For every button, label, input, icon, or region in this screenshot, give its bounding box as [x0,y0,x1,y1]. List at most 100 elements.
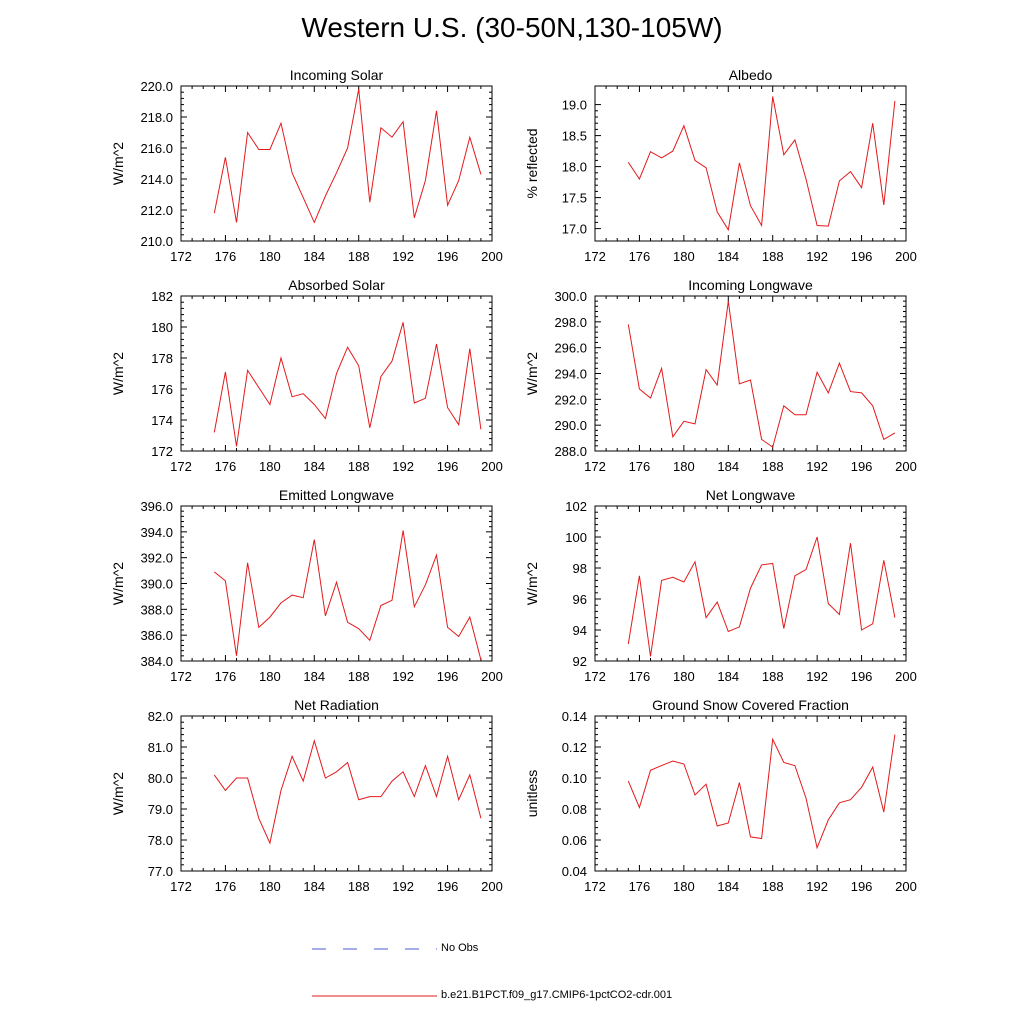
y-tick-label: 0.06 [562,833,587,848]
y-tick-label: 178 [151,351,173,366]
x-tick-label: 176 [215,459,237,474]
x-tick-label: 188 [348,669,370,684]
y-axis-label: W/m^2 [524,352,540,395]
plot-frame [594,85,907,242]
panel-title: Incoming Longwave [688,277,813,293]
y-tick-label: 81.0 [148,740,173,755]
x-tick-label: 184 [303,249,325,264]
x-tick-label: 200 [481,879,503,894]
y-tick-label: 102 [565,499,587,514]
y-tick-label: 0.04 [562,864,587,879]
series-line [627,734,896,850]
x-tick-label: 176 [629,669,651,684]
panel-0: Incoming Solar W/m^2 172 176 180 184 188 192 196… [110,67,503,264]
x-tick-label: 200 [481,459,503,474]
y-tick-label: 210.0 [140,234,173,249]
x-tick-label: 184 [303,459,325,474]
series-line [627,301,896,448]
panel-3: Incoming Longwave W/m^2 172 176 180 184 188 192… [524,277,917,474]
legend-model-label: b.e21.B1PCT.f09_g17.CMIP6-1pctCO2-cdr.00… [441,989,673,1001]
x-tick-label: 180 [673,249,695,264]
x-tick-label: 196 [851,669,873,684]
y-axis-label: W/m^2 [110,772,126,815]
y-tick-label: 98 [573,561,587,576]
x-tick-label: 176 [215,879,237,894]
y-tick-label: 176 [151,382,173,397]
x-tick-label: 184 [303,669,325,684]
x-tick-label: 188 [348,879,370,894]
y-tick-label: 392.0 [140,551,173,566]
x-tick-label: 200 [481,669,503,684]
x-tick-label: 192 [392,249,414,264]
series-line [213,738,482,845]
x-tick-label: 192 [392,879,414,894]
x-tick-label: 184 [717,669,739,684]
x-tick-label: 192 [392,459,414,474]
x-tick-label: 180 [673,459,695,474]
y-tick-label: 0.12 [562,740,587,755]
x-tick-label: 184 [717,249,739,264]
x-tick-label: 176 [629,459,651,474]
x-tick-label: 176 [629,249,651,264]
y-tick-label: 82.0 [148,709,173,724]
y-axis-label: W/m^2 [524,562,540,605]
y-tick-label: 182 [151,289,173,304]
series-line [213,530,482,660]
x-tick-label: 172 [170,249,192,264]
y-tick-label: 78.0 [148,833,173,848]
x-tick-label: 172 [584,669,606,684]
x-tick-label: 196 [437,879,459,894]
y-tick-label: 17.0 [562,222,587,237]
x-tick-label: 180 [259,249,281,264]
y-axis-label: W/m^2 [110,352,126,395]
panel-title: Incoming Solar [290,67,384,83]
y-tick-label: 390.0 [140,577,173,592]
y-tick-label: 214.0 [140,172,173,187]
y-axis-label: W/m^2 [110,142,126,185]
x-tick-label: 196 [437,249,459,264]
panel-title: Net Radiation [294,697,379,713]
x-tick-label: 180 [259,879,281,894]
y-tick-label: 172 [151,444,173,459]
panel-1: Albedo % reflected 172 176 180 184 188 192 196 20… [524,67,917,264]
x-tick-label: 172 [170,669,192,684]
x-tick-label: 200 [895,459,917,474]
y-tick-label: 300.0 [554,289,587,304]
y-tick-label: 0.14 [562,709,587,724]
y-tick-label: 180 [151,320,173,335]
x-tick-label: 172 [170,879,192,894]
y-tick-label: 218.0 [140,110,173,125]
series-line [627,536,896,657]
x-tick-label: 188 [762,669,784,684]
x-tick-label: 192 [806,669,828,684]
y-tick-label: 80.0 [148,771,173,786]
x-tick-label: 180 [259,459,281,474]
x-tick-label: 200 [895,249,917,264]
y-tick-label: 212.0 [140,203,173,218]
page-title: Western U.S. (30-50N,130-105W) [301,12,723,43]
panel-4: Emitted Longwave W/m^2 172 176 180 184 188 192 1… [110,487,503,684]
y-tick-label: 0.10 [562,771,587,786]
y-tick-label: 384.0 [140,654,173,669]
y-tick-label: 0.08 [562,802,587,817]
y-tick-label: 290.0 [554,418,587,433]
x-tick-label: 188 [762,459,784,474]
x-tick-label: 184 [303,879,325,894]
y-tick-label: 396.0 [140,499,173,514]
plot-frame [180,715,493,872]
x-tick-label: 176 [215,669,237,684]
plot-frame [594,505,907,662]
x-tick-label: 180 [259,669,281,684]
x-tick-label: 172 [584,459,606,474]
y-tick-label: 79.0 [148,802,173,817]
y-tick-label: 220.0 [140,79,173,94]
y-tick-label: 174 [151,413,173,428]
panel-5: Net Longwave W/m^2 172 176 180 184 188 192 196 20… [524,487,917,684]
legend-obs-label: No Obs [441,942,479,954]
panel-title: Albedo [729,67,773,83]
x-tick-label: 180 [673,879,695,894]
y-tick-label: 100 [565,530,587,545]
plot-frame [180,85,493,242]
panel-6: Net Radiation W/m^2 172 176 180 184 188 192 196 2… [110,697,503,894]
y-tick-label: 18.0 [562,160,587,175]
